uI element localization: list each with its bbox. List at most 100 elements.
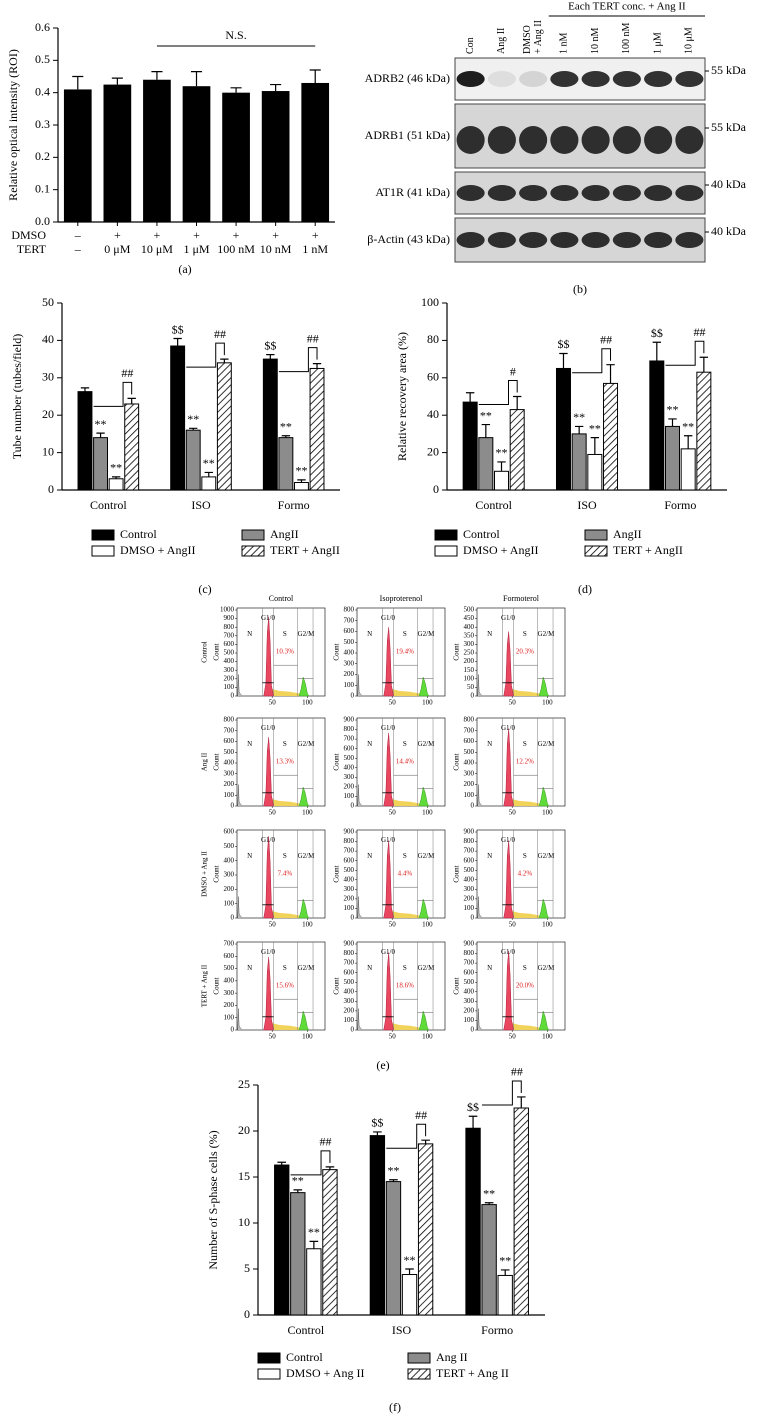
protein-label: AT1R (41 kDa)	[375, 185, 450, 199]
y-tick-label: 800	[344, 837, 355, 845]
y-tick-label: 900	[464, 940, 475, 948]
gate-label: S	[523, 630, 527, 638]
band	[456, 126, 485, 154]
x-tick-label: 100	[542, 809, 553, 817]
error-bar	[293, 1189, 303, 1193]
significance-label: $$	[172, 322, 184, 336]
y-tick-label: 600	[344, 744, 355, 752]
significance-label: **	[203, 456, 215, 470]
g1-peak	[383, 840, 394, 919]
band	[612, 185, 641, 201]
y-tick-label: 0.0	[35, 214, 50, 228]
lane-label: 100 nM	[621, 23, 632, 55]
y-tick-label: 500	[464, 978, 475, 986]
y-tick-label: 600	[224, 952, 235, 960]
bar	[216, 362, 232, 491]
gate-label: G1/0	[261, 836, 276, 844]
error-bar	[111, 476, 121, 479]
debris	[357, 784, 363, 807]
legend-label: AngII	[613, 527, 642, 541]
g2-peak	[298, 1010, 310, 1031]
y-tick-label: 0.5	[35, 52, 50, 66]
y-tick-label: 800	[344, 949, 355, 957]
y-tick-label: 900	[344, 940, 355, 948]
bar	[587, 453, 603, 491]
error-bar	[468, 1115, 478, 1129]
y-tick-label: 500	[224, 842, 235, 850]
significance-label: **	[496, 446, 508, 460]
g1-peak	[383, 732, 394, 807]
s-phase-area	[270, 799, 302, 806]
significance-label: **	[499, 1254, 511, 1268]
lane-label: Con	[465, 37, 476, 54]
y-tick-label: 0	[351, 1026, 355, 1034]
protein-label: β-Actin (43 kDa)	[367, 232, 450, 246]
g1-peak	[503, 631, 514, 697]
gate-label: G2/M	[538, 630, 556, 638]
error-bar	[72, 75, 84, 90]
error-bar	[220, 358, 229, 363]
y-tick-label: 100	[224, 683, 235, 691]
lane-label: 10 μM	[684, 27, 695, 54]
gate-label: G2/M	[298, 630, 316, 638]
y-tick-label: 0	[231, 1026, 235, 1034]
g2-peak	[298, 786, 310, 807]
y-tick-label: 100	[344, 681, 355, 689]
bracket-label: ##	[415, 1108, 427, 1122]
bar	[77, 391, 93, 491]
y-tick-label: 100	[224, 1013, 235, 1021]
band	[487, 185, 516, 201]
error-bar	[484, 1202, 494, 1205]
gate-label: G2/M	[538, 852, 556, 860]
error-bar	[497, 461, 506, 472]
y-tick-label: 700	[224, 726, 235, 734]
significance-label: **	[404, 1253, 416, 1267]
row-title: Control	[201, 641, 209, 662]
debris	[237, 896, 243, 919]
s-phase-percent: 4.4%	[398, 870, 413, 878]
g1-peak	[383, 952, 394, 1031]
y-tick-label: 300	[464, 997, 475, 1005]
plot-frame	[476, 941, 566, 1031]
bracket-label: ##	[694, 325, 706, 339]
y-tick-label: 400	[344, 987, 355, 995]
x-tick-label: 50	[269, 699, 277, 707]
bar	[664, 425, 680, 491]
annotation: N.S.	[225, 28, 246, 42]
x-tick-label: 100	[302, 1033, 313, 1041]
y-tick-label: 400	[464, 875, 475, 883]
gate-label: S	[523, 964, 527, 972]
y-tick-label: 200	[464, 1006, 475, 1014]
y-tick-label: 200	[344, 670, 355, 678]
y-axis-label: Relative recovery area (%)	[395, 332, 409, 461]
bar	[401, 1274, 418, 1316]
y-tick-label: 0	[48, 482, 54, 496]
error-bar	[189, 427, 198, 431]
gate-label: S	[283, 740, 287, 748]
s-phase-percent: 14.4%	[396, 758, 414, 766]
gate-label: N	[367, 852, 372, 860]
gate-label: G1/0	[261, 724, 276, 732]
y-axis-label: Count	[453, 865, 461, 882]
debris	[477, 1008, 483, 1031]
legend-swatch	[434, 529, 458, 541]
y-tick-label: 0	[433, 482, 439, 496]
y-tick-label: 800	[224, 623, 235, 631]
gate-label: S	[283, 852, 287, 860]
y-tick-label: 700	[464, 726, 475, 734]
bar	[462, 401, 478, 491]
gate-label: G1/0	[501, 724, 516, 732]
bar	[309, 367, 325, 491]
g1-peak	[263, 737, 274, 807]
s-phase-percent: 4.2%	[518, 870, 533, 878]
significance-label: $$	[651, 326, 663, 340]
y-tick-label: 100	[464, 1016, 475, 1024]
y-tick-label: 700	[344, 616, 355, 624]
y-tick-label: 500	[464, 606, 475, 614]
s-phase-percent: 18.6%	[396, 982, 414, 990]
y-tick-label: 200	[224, 1001, 235, 1009]
bar	[278, 437, 294, 491]
legend-label: Control	[120, 527, 157, 541]
y-axis-label: Count	[213, 643, 221, 660]
y-tick-label: 300	[464, 640, 475, 648]
